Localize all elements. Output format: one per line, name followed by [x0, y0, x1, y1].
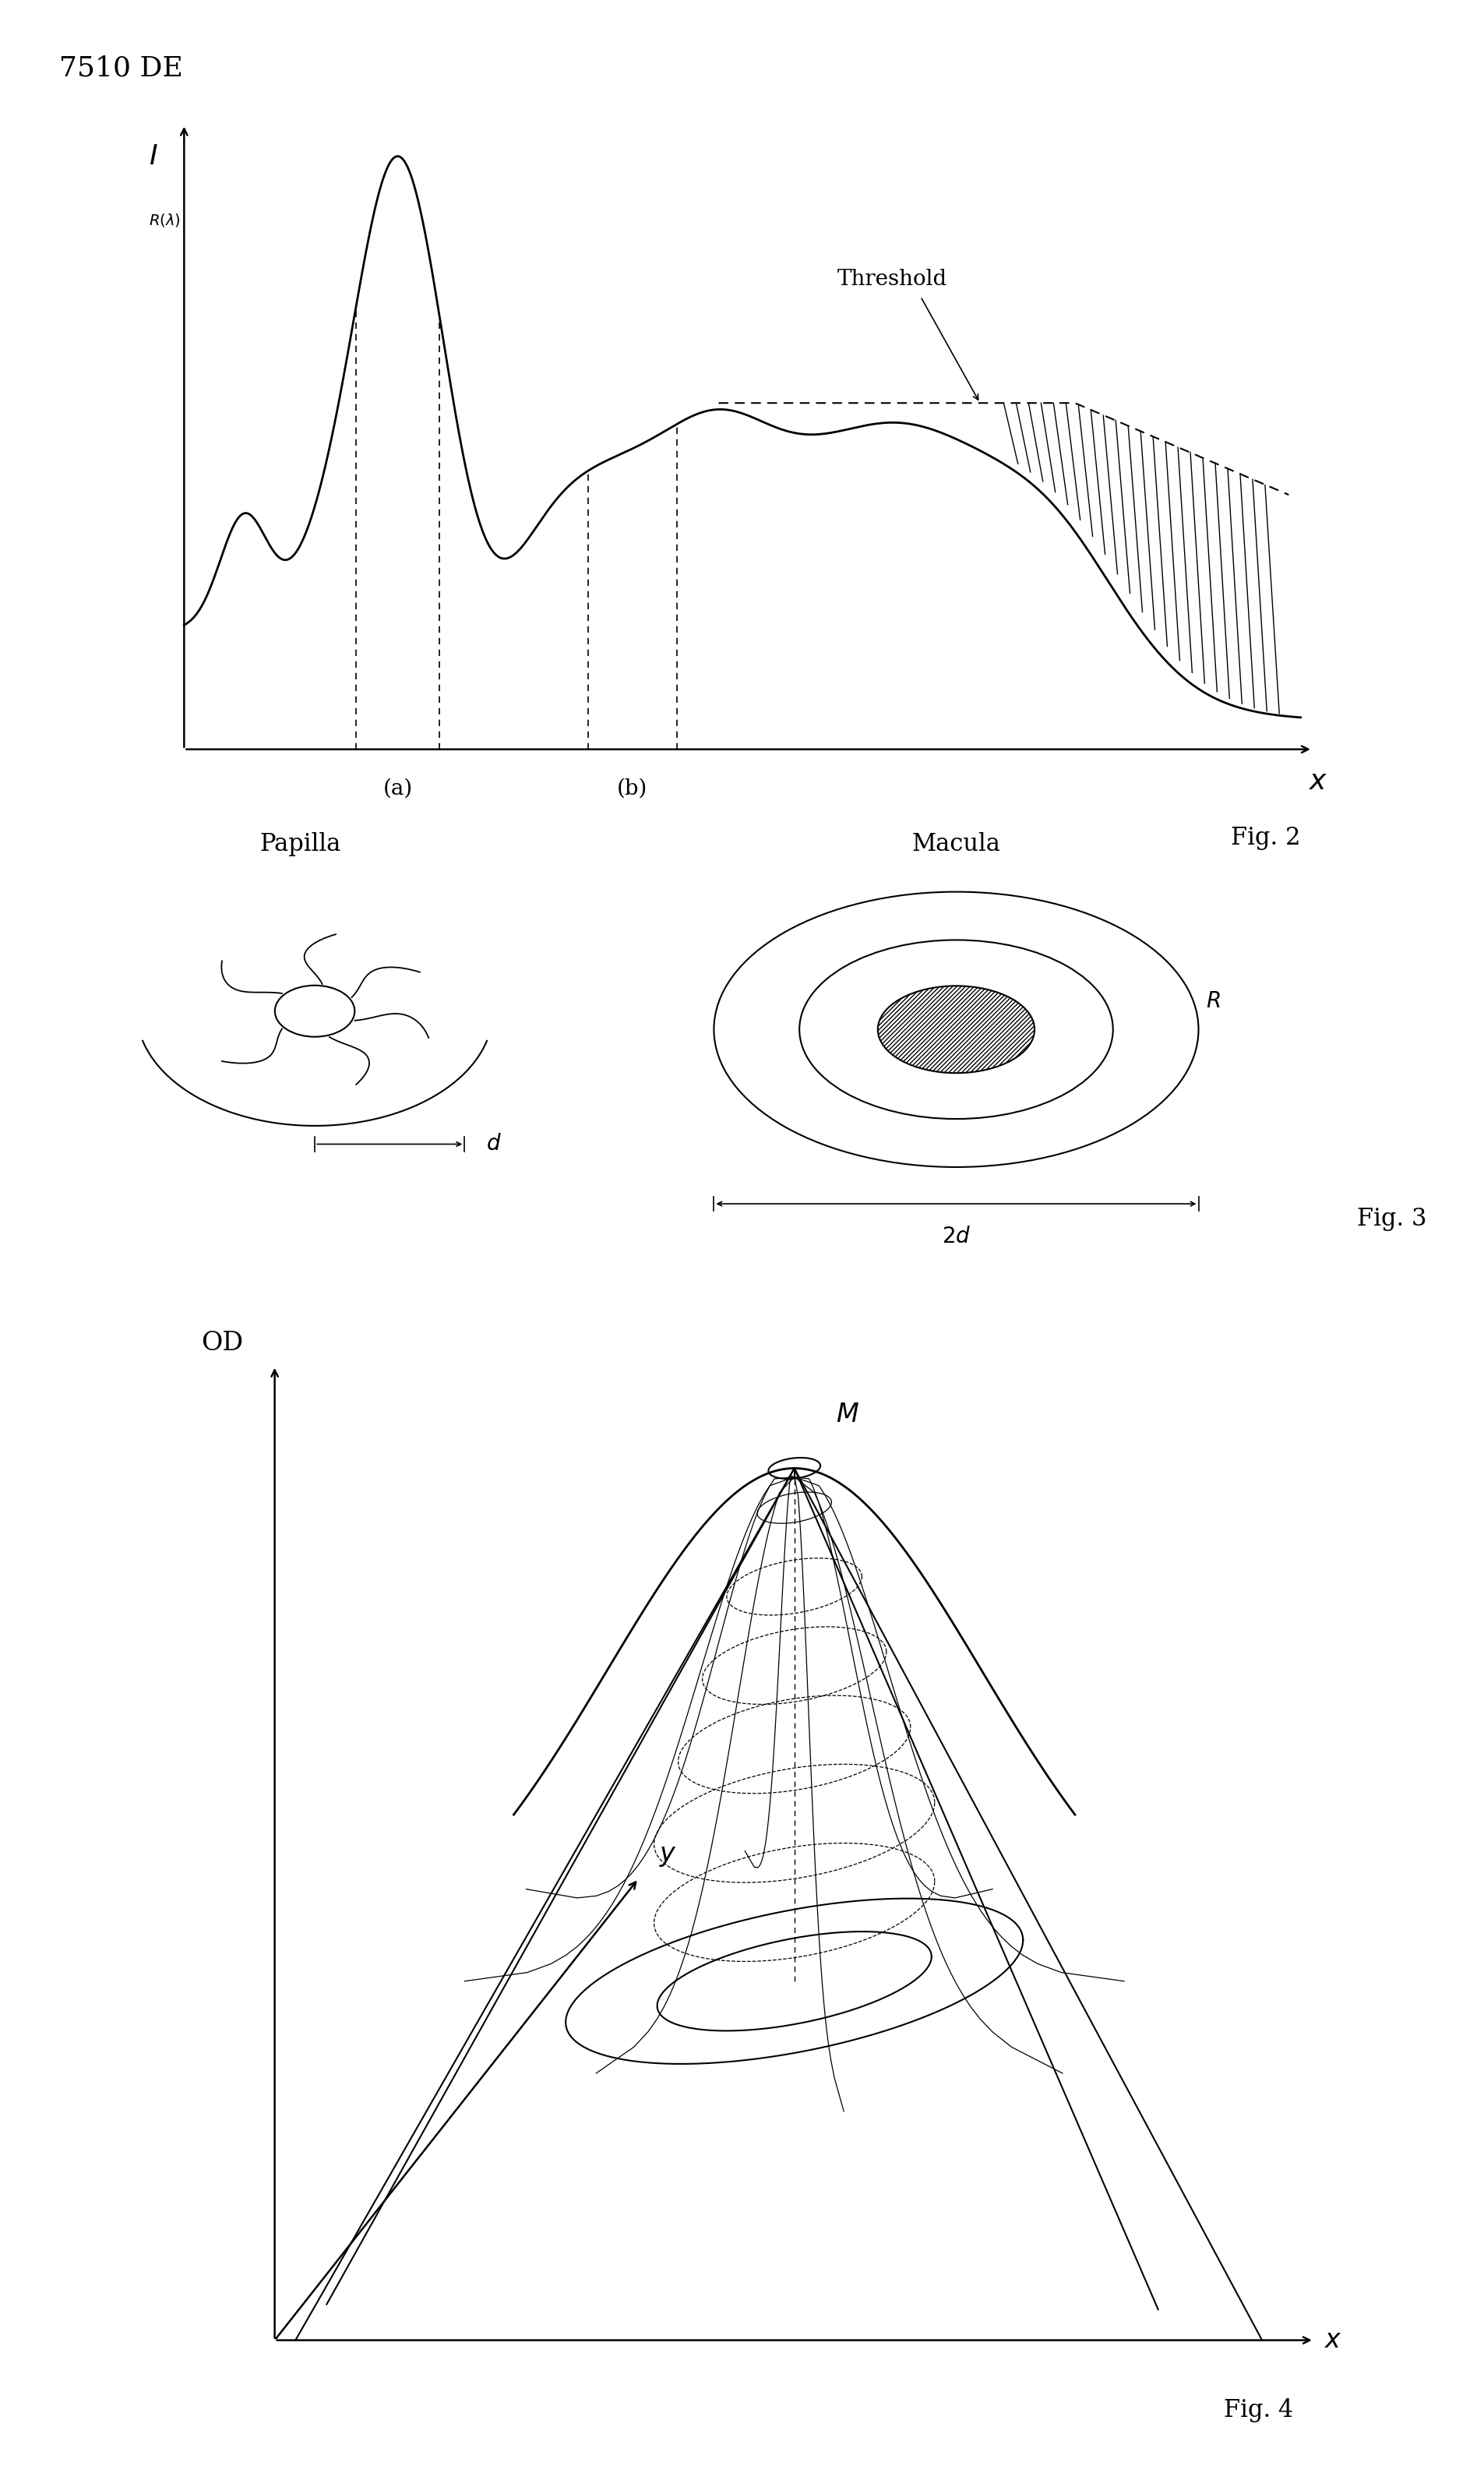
Text: $x$: $x$	[1309, 769, 1327, 796]
Text: 7510 DE: 7510 DE	[59, 55, 183, 82]
Text: $_{R(\lambda)}$: $_{R(\lambda)}$	[148, 208, 180, 228]
Text: Fig. 3: Fig. 3	[1356, 1208, 1426, 1233]
Text: Fig. 4: Fig. 4	[1223, 2398, 1293, 2423]
Text: $2d$: $2d$	[941, 1228, 971, 1247]
Text: Threshold: Threshold	[837, 270, 947, 290]
Text: Fig. 2: Fig. 2	[1230, 826, 1300, 851]
Text: $R$: $R$	[1205, 992, 1220, 1012]
Text: $y$: $y$	[659, 1843, 677, 1867]
Text: (b): (b)	[616, 779, 647, 799]
Text: $I$: $I$	[148, 144, 157, 171]
Ellipse shape	[877, 987, 1034, 1074]
Text: $x$: $x$	[1324, 2329, 1342, 2354]
Text: OD: OD	[202, 1329, 243, 1357]
Text: Macula: Macula	[911, 833, 1000, 856]
Text: $d$: $d$	[485, 1133, 502, 1156]
Text: (a): (a)	[383, 779, 413, 799]
Circle shape	[275, 985, 355, 1037]
Text: Papilla: Papilla	[260, 833, 341, 856]
Text: $M$: $M$	[835, 1401, 859, 1426]
